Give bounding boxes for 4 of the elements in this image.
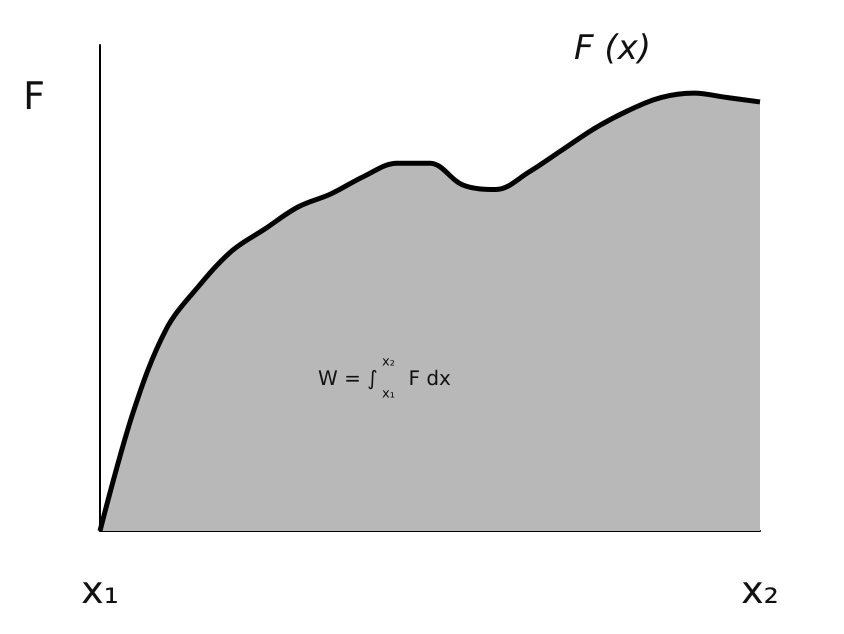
x-tick-label: x₁ — [81, 568, 119, 612]
series-label: F (x) — [574, 28, 652, 68]
x-tick-label: x₂ — [741, 568, 779, 612]
y-axis-title: F — [23, 74, 45, 118]
